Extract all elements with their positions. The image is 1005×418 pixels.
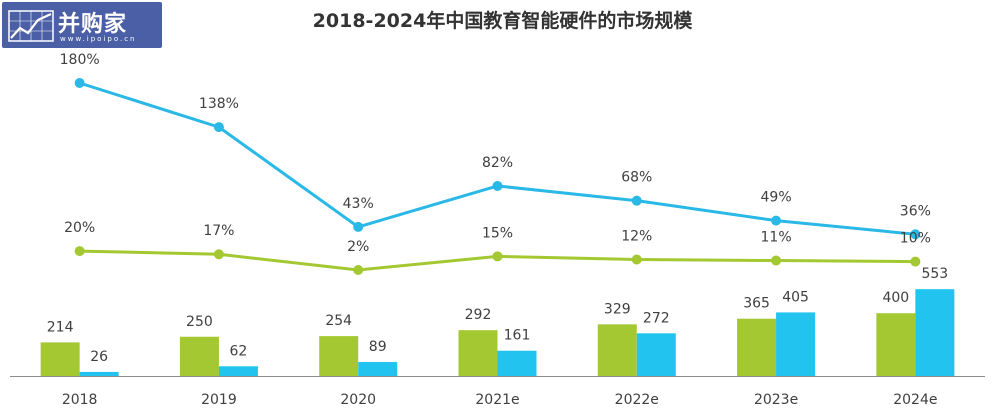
line-point-series2-2022e	[631, 254, 642, 265]
line-point-series2-2023e	[771, 255, 782, 266]
bar-series1-2018	[40, 342, 80, 376]
bar-label-series2-2024e: 553	[921, 266, 948, 282]
bar-series2-2022e	[636, 333, 676, 376]
logo-name: 并购家	[58, 12, 128, 37]
line-label-series2-2021e: 15%	[482, 225, 513, 241]
bar-series1-2024e	[876, 313, 916, 376]
bar-series1-2020	[319, 336, 359, 376]
bar-series2-2023e	[776, 312, 816, 376]
line-label-series1-2023e: 49%	[761, 190, 792, 206]
x-tick-label-2023e: 2023e	[754, 392, 798, 408]
chart-title: 2018-2024年中国教育智能硬件的市场规模	[312, 10, 693, 32]
line-point-series1-2020	[353, 221, 364, 232]
chart-logo-icon	[8, 10, 54, 42]
bar-label-series1-2018: 214	[47, 319, 74, 335]
bar-label-series1-2023e: 365	[743, 296, 770, 312]
bar-series2-2018	[79, 371, 119, 376]
bar-series1-2022e	[597, 324, 637, 376]
bar-series2-2019	[218, 366, 258, 376]
line-label-series1-2024e: 36%	[900, 203, 931, 219]
x-tick-label-2020: 2020	[340, 392, 376, 408]
line-point-series2-2020	[353, 265, 364, 275]
line-label-series2-2022e: 12%	[621, 228, 652, 244]
line-point-series1-2021e	[492, 180, 503, 191]
bar-label-series2-2022e: 272	[643, 310, 670, 326]
line-point-series1-2022e	[631, 195, 642, 206]
line-point-series1-2019	[213, 122, 224, 133]
line-point-series1-2024e	[910, 229, 921, 240]
line-label-series1-2022e: 68%	[621, 170, 652, 186]
x-tick-label-2021e: 2021e	[475, 392, 519, 408]
logo: 并购家 www.ipoipo.cn	[2, 2, 162, 48]
line-point-series1-2018	[74, 78, 85, 88]
x-tick-label-2022e: 2022e	[615, 392, 659, 408]
line-label-series1-2021e: 82%	[482, 155, 513, 171]
line-label-series2-2018: 20%	[64, 220, 95, 236]
line-point-series1-2023e	[771, 215, 782, 226]
line-label-series2-2023e: 11%	[761, 230, 792, 246]
line-label-series1-2018: 180%	[60, 52, 100, 68]
bar-label-series2-2020: 89	[369, 339, 387, 355]
logo-url: www.ipoipo.cn	[60, 35, 137, 43]
line-label-series1-2020: 43%	[343, 196, 374, 212]
line-label-series2-2020: 2%	[347, 239, 369, 255]
line-label-series1-2019: 138%	[199, 96, 239, 112]
bar-label-series2-2021e: 161	[504, 328, 531, 344]
bar-label-series1-2021e: 292	[465, 307, 492, 323]
bar-series2-2021e	[497, 350, 537, 376]
line-point-series2-2018	[74, 246, 85, 257]
bar-label-series2-2019: 62	[230, 343, 248, 359]
line-label-series2-2024e: 10%	[900, 231, 931, 247]
bar-label-series2-2023e: 405	[782, 289, 809, 305]
line-point-series2-2019	[213, 249, 224, 260]
bar-series2-2024e	[915, 289, 955, 376]
bar-series1-2021e	[458, 330, 498, 376]
line-point-series2-2021e	[492, 251, 503, 262]
bar-label-series1-2022e: 329	[604, 301, 631, 317]
bar-series2-2020	[358, 362, 398, 376]
line-label-series2-2019: 17%	[203, 223, 234, 239]
x-tick-label-2024e: 2024e	[893, 392, 937, 408]
x-tick-label-2019: 2019	[201, 392, 237, 408]
bar-label-series1-2019: 250	[186, 314, 213, 330]
bar-label-series1-2024e: 400	[882, 290, 909, 306]
x-tick-label-2018: 2018	[62, 392, 98, 408]
line-point-series2-2024e	[910, 256, 921, 267]
bar-label-series1-2020: 254	[325, 313, 352, 329]
bar-series1-2019	[179, 336, 219, 376]
bar-label-series2-2018: 26	[90, 349, 108, 365]
bar-series1-2023e	[737, 318, 777, 376]
